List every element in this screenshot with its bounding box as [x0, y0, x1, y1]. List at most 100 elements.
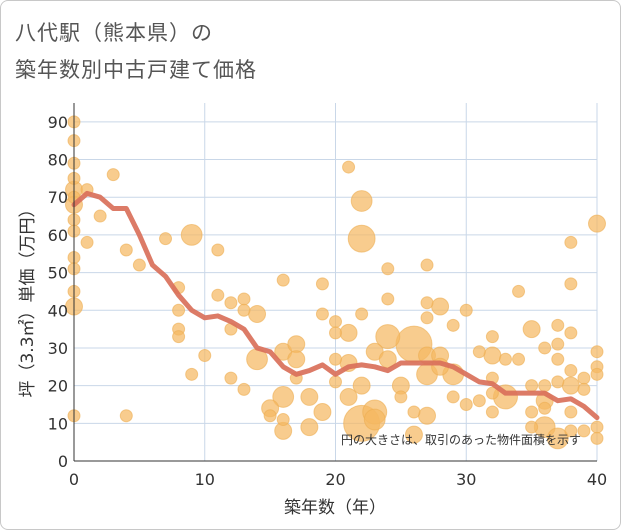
bubble-point	[407, 405, 421, 419]
bubble-point	[590, 431, 604, 445]
bubble-point	[198, 348, 212, 362]
bubble-point	[80, 235, 94, 249]
y-tick-label: 10	[48, 414, 68, 433]
bubble-point	[590, 345, 604, 359]
bubble-point	[551, 318, 565, 332]
y-tick-label: 60	[48, 226, 68, 245]
x-tick-label: 10	[195, 470, 215, 489]
bubble-point	[211, 243, 225, 257]
y-tick-label: 40	[48, 301, 68, 320]
bubble-point	[363, 408, 386, 431]
bubble-point	[224, 296, 238, 310]
bubble-point	[512, 284, 526, 298]
bubble-point	[300, 387, 319, 406]
bubble-point	[522, 320, 541, 339]
bubble-point	[381, 262, 395, 276]
bubble-point	[237, 292, 251, 306]
bubble-point	[211, 288, 225, 302]
bubble-point	[564, 326, 578, 340]
bubble-point	[525, 405, 539, 419]
bubble-point	[551, 337, 565, 351]
axes	[73, 103, 597, 462]
bubble-point	[329, 326, 342, 340]
bubble-point	[525, 379, 539, 393]
bubble-point	[185, 367, 199, 381]
bubble-point	[315, 307, 329, 321]
bubble-point	[564, 405, 578, 419]
bubble-point	[394, 390, 408, 404]
bubble-point	[329, 352, 342, 366]
bubble-point	[347, 224, 376, 253]
trend-series	[71, 190, 600, 421]
bubble-point	[472, 345, 486, 359]
bubble-point	[564, 235, 578, 249]
bubble-point	[132, 258, 146, 272]
y-tick-label: 80	[48, 151, 68, 170]
bubble-point	[172, 303, 186, 317]
bubble-point	[564, 277, 578, 291]
bubble-point	[564, 364, 578, 378]
bubble-point	[420, 258, 434, 272]
bubble-point	[287, 335, 306, 354]
bubble-point	[276, 273, 290, 287]
bubble-point	[418, 406, 437, 425]
bubble-point	[224, 371, 238, 385]
bubble-point	[420, 296, 434, 310]
x-axis-title: 築年数（年）	[284, 498, 386, 518]
tick-labels: 0 10 20 30 40 50 60 70 80 90 0 10 20 30 40	[48, 113, 608, 489]
bubble-point	[525, 420, 539, 434]
bubble-point	[538, 341, 552, 355]
bubble-point	[446, 390, 460, 404]
bubble-point	[248, 305, 267, 324]
bubble-point	[159, 232, 173, 246]
bubble-point	[339, 323, 358, 342]
bubble-point	[546, 427, 569, 450]
trend-line	[71, 190, 600, 421]
bubble-point	[355, 307, 369, 321]
bubble-point	[551, 375, 565, 389]
bubble-point	[588, 214, 606, 233]
chart-note: 円の大きさは、取引のあった物件面積を示す	[341, 432, 581, 447]
y-tick-label: 70	[48, 188, 68, 207]
bubble-point	[564, 424, 578, 438]
bubble-point	[459, 303, 473, 317]
chart-title-line-2: 築年数別中古戸建て価格	[15, 58, 257, 82]
bubble-point	[551, 352, 565, 366]
bubble-point	[276, 413, 290, 427]
bubble-point	[485, 330, 499, 344]
bubble-point	[237, 382, 251, 396]
bubble-point	[350, 190, 373, 212]
y-tick-label: 90	[48, 113, 68, 132]
bubble-point	[172, 330, 186, 344]
bubble-point	[106, 168, 120, 182]
y-tick-label: 30	[48, 339, 68, 358]
x-tick-label: 30	[456, 470, 476, 489]
bubble-point	[561, 376, 580, 395]
bubble-point	[329, 375, 342, 389]
bubble-point	[300, 418, 319, 437]
y-tick-label: 50	[48, 264, 68, 283]
bubble-point	[498, 352, 512, 366]
y-axis-title: 坪（3.3㎡）単価（万円）	[18, 200, 38, 397]
bubble-point	[381, 292, 395, 306]
bubble-point	[93, 209, 107, 223]
bubble-point	[313, 403, 332, 421]
bubble-point	[375, 324, 401, 350]
bubble-point	[119, 409, 133, 423]
bubble-point	[483, 346, 502, 365]
bubble-point	[512, 352, 526, 366]
grid-lines	[73, 103, 598, 462]
bubble-point	[180, 224, 203, 246]
bubble-point	[538, 379, 552, 393]
y-tick-label: 0	[58, 452, 68, 471]
bubble-point	[404, 425, 423, 444]
bubble-point	[329, 315, 342, 329]
bubble-point	[339, 387, 358, 406]
bubble-point	[485, 405, 499, 419]
bubble-point	[577, 382, 591, 396]
bubble-point	[577, 371, 591, 385]
bubble-point	[431, 297, 450, 316]
y-tick-label: 20	[48, 377, 68, 396]
bubble-point	[590, 420, 604, 434]
